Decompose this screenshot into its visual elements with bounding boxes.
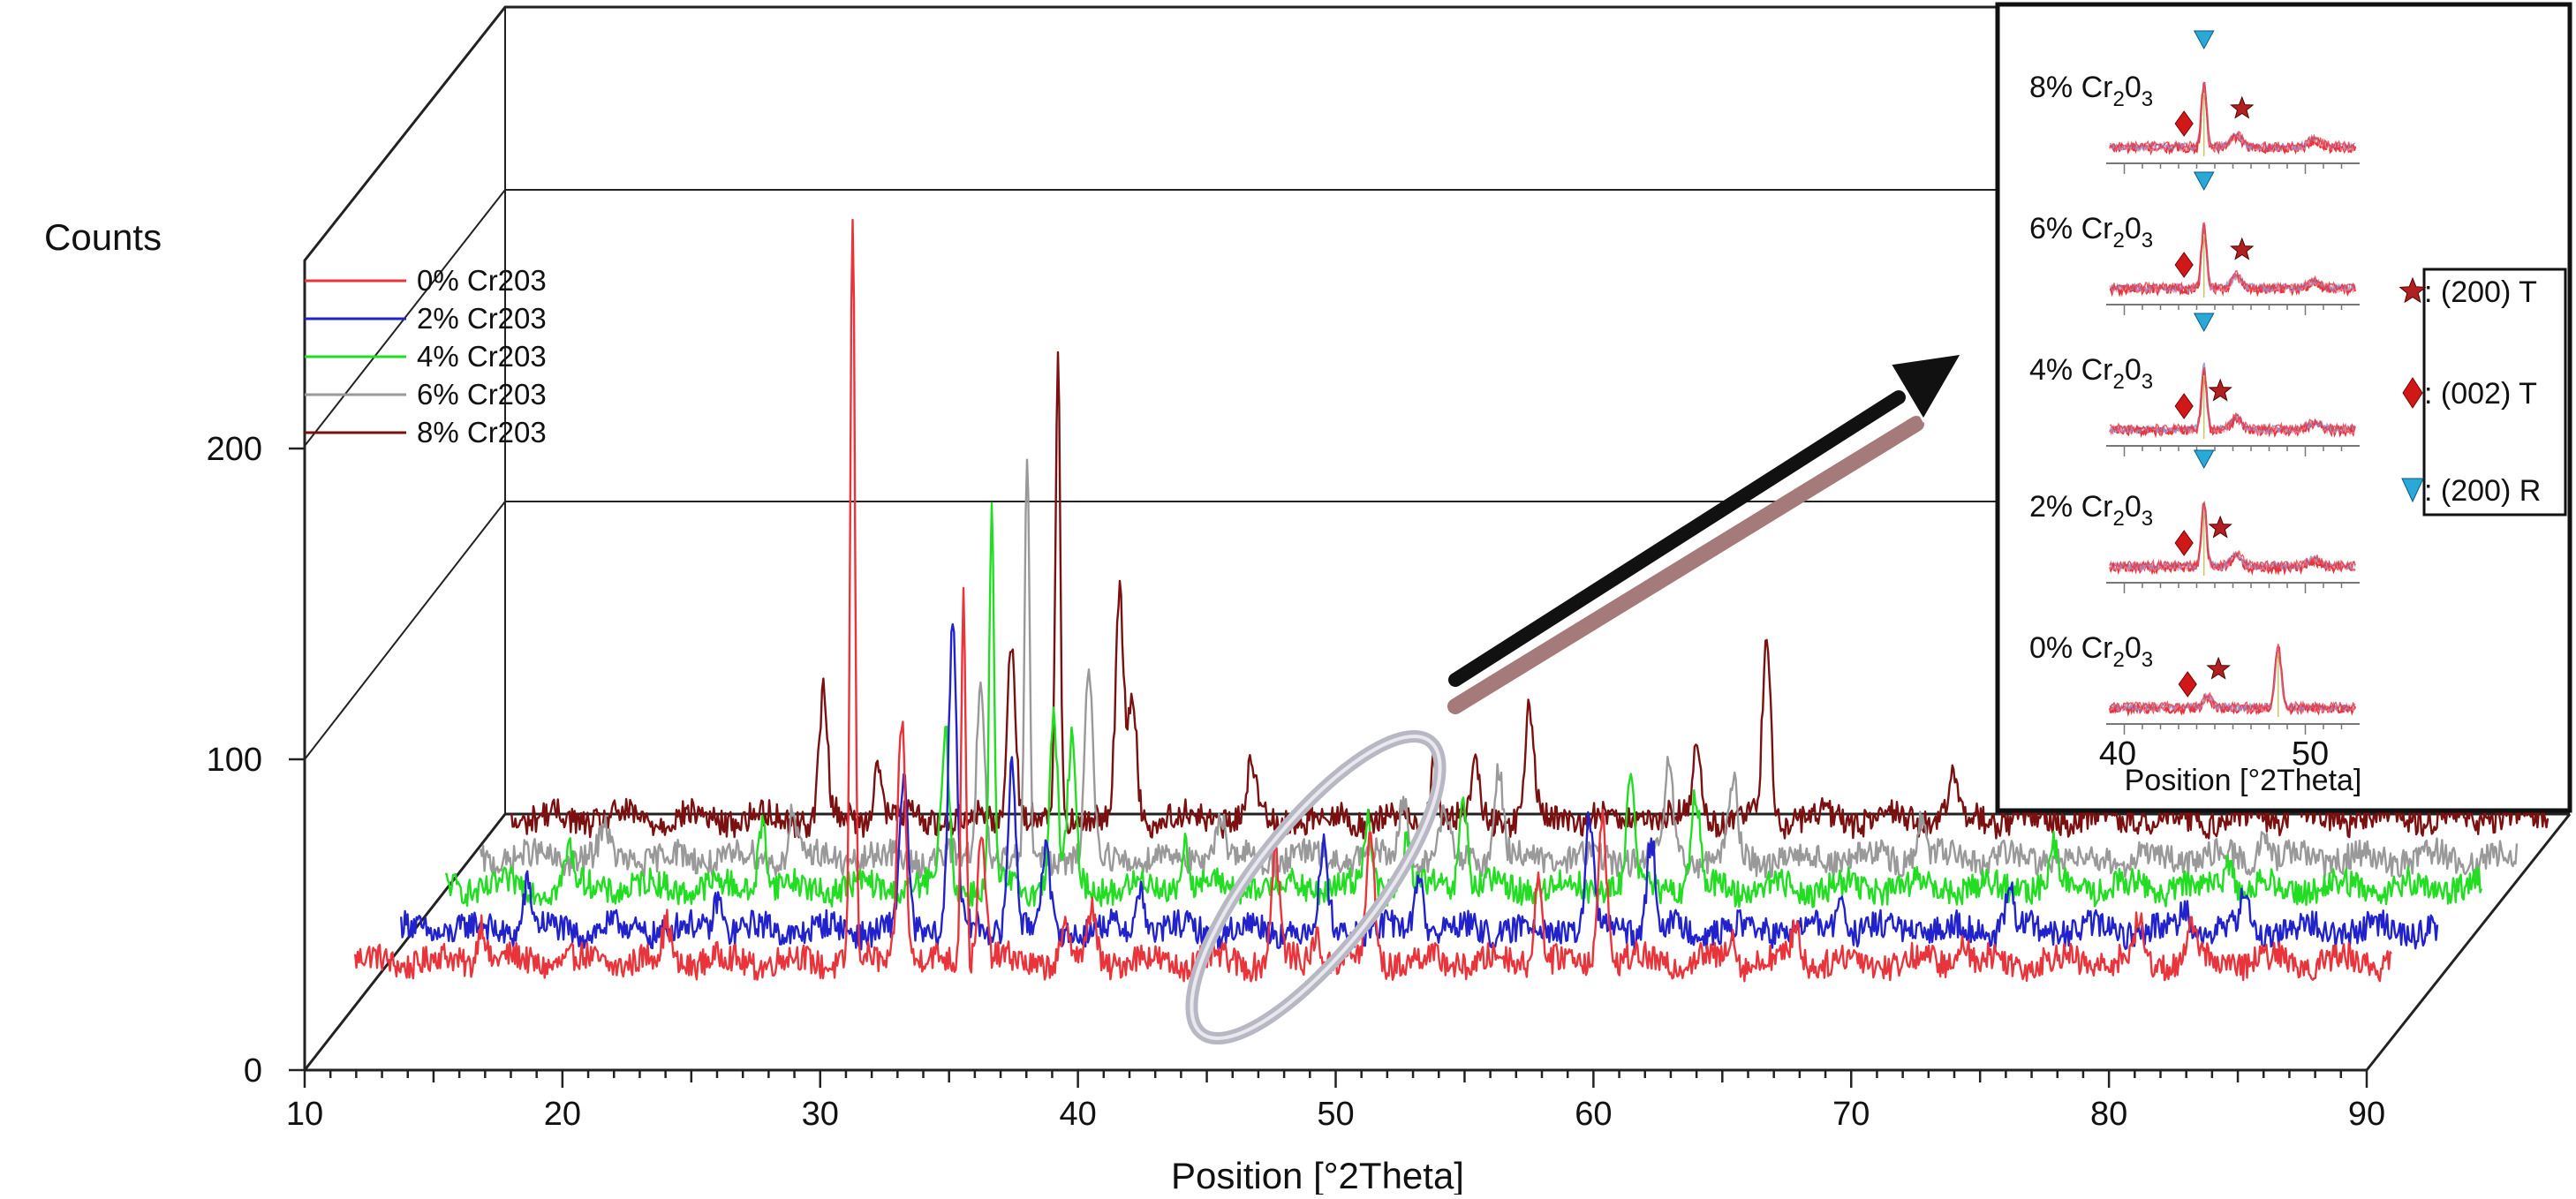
legend-label: 8% Cr203 xyxy=(417,416,547,449)
diamond-marker xyxy=(2178,671,2197,698)
x-axis-label: Position [°2Theta] xyxy=(1171,1155,1464,1195)
inset-trace xyxy=(2109,82,2356,152)
highlight-ellipse-inner xyxy=(1190,734,1442,1041)
inset-panels: 8% Cr203 6% Cr203 4% Cr203 2% Cr203 0% Cr203 xyxy=(2029,30,2360,735)
star-marker xyxy=(2230,237,2255,260)
phase-legend-label: : (002) T xyxy=(2424,377,2537,411)
inset-x-axis-label: Position [°2Theta] xyxy=(2125,764,2362,797)
phase-legend: : (200) T : (002) T : (200) R xyxy=(2398,275,2541,508)
x-tick-label: 50 xyxy=(1317,1096,1354,1133)
y-tick-label: 200 xyxy=(207,431,262,468)
series-line xyxy=(445,501,2483,909)
x-tick-label: 40 xyxy=(1059,1096,1096,1133)
inset-trace xyxy=(2109,222,2356,293)
x-tick-label: 60 xyxy=(1575,1096,1612,1133)
triangle-marker xyxy=(2193,449,2215,470)
inset-trace xyxy=(2109,644,2356,713)
x-tick-label: 30 xyxy=(802,1096,839,1133)
floor-right-edge xyxy=(2365,813,2572,1071)
star-marker xyxy=(2208,515,2232,539)
x-tick-label: 80 xyxy=(2090,1096,2127,1133)
phase-legend-label: : (200) R xyxy=(2424,474,2541,508)
inset-x-tick-40: 40 xyxy=(2099,735,2136,773)
phase-legend-label: : (200) T xyxy=(2424,275,2537,309)
zoom-arrow-head xyxy=(1887,351,1965,423)
triangle-marker xyxy=(2193,313,2215,333)
series-line xyxy=(354,218,2392,983)
star-marker xyxy=(2398,276,2427,304)
diamond-marker xyxy=(2174,252,2194,278)
legend-label: 0% Cr203 xyxy=(417,264,547,297)
back-wall-top xyxy=(303,5,1998,1070)
diamond-marker xyxy=(2402,377,2423,409)
triangle-marker xyxy=(2193,171,2215,192)
zoom-arrow xyxy=(1447,351,1965,714)
y-tick-label: 0 xyxy=(244,1052,262,1090)
y-axis-ticks: 0 100 200 xyxy=(207,431,305,1090)
zoom-arrow-shaft xyxy=(1448,390,1906,687)
inset-panel-label: 2% Cr203 xyxy=(2029,490,2153,531)
inset-trace xyxy=(2109,501,2356,571)
star-marker xyxy=(2206,656,2231,680)
gridline-y-100 xyxy=(304,501,506,760)
triangle-marker xyxy=(2193,30,2215,50)
x-axis-ticks: 10 20 30 40 50 60 70 80 90 xyxy=(286,1070,2385,1133)
y-tick-label: 100 xyxy=(207,742,262,779)
phase-legend-box xyxy=(2422,268,2567,517)
diamond-marker xyxy=(2174,110,2194,137)
inset-trace xyxy=(2109,501,2356,573)
series-line xyxy=(510,351,2550,840)
legend-label: 2% Cr203 xyxy=(417,302,547,335)
inset-panel-label: 8% Cr203 xyxy=(2029,71,2153,111)
diamond-marker xyxy=(2174,530,2194,556)
legend-label: 6% Cr203 xyxy=(417,378,547,411)
inset-trace xyxy=(2110,82,2356,153)
x-tick-label: 10 xyxy=(286,1096,323,1133)
series-legend: 0% Cr203 2% Cr203 4% Cr203 6% Cr203 8% Cr203 xyxy=(305,264,547,449)
x-tick-label: 90 xyxy=(2348,1096,2385,1133)
floor-left-edge xyxy=(303,813,507,1071)
series-traces xyxy=(354,218,2550,983)
inset-trace xyxy=(2109,366,2356,434)
legend-label: 4% Cr203 xyxy=(417,340,547,373)
x-tick-label: 70 xyxy=(1832,1096,1870,1133)
x-tick-label: 20 xyxy=(544,1096,581,1133)
star-marker xyxy=(2208,378,2232,402)
inset-panel-label: 4% Cr203 xyxy=(2029,353,2153,394)
inset-panel-label: 0% Cr203 xyxy=(2029,631,2153,672)
inset-x-tick-50: 50 xyxy=(2292,735,2329,773)
y-axis-label: Counts xyxy=(44,216,162,258)
series-line xyxy=(480,458,2519,879)
inset-trace xyxy=(2108,502,2356,577)
inset-panel-label: 6% Cr203 xyxy=(2029,212,2153,253)
star-marker xyxy=(2230,95,2255,119)
triangle-marker xyxy=(2401,478,2424,503)
series-line xyxy=(400,622,2439,951)
zoom-arrow-shadow xyxy=(1447,416,1924,714)
diamond-marker xyxy=(2174,393,2194,419)
